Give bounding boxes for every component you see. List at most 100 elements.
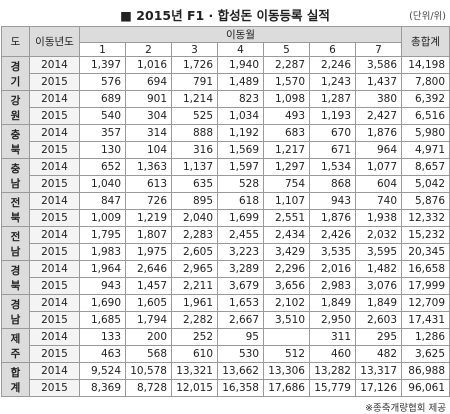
year-cell: 2014 bbox=[29, 192, 80, 210]
data-row: 2015 1,009 1,219 2,040 1,699 2,551 1,876 1,938 1… bbox=[2, 209, 450, 227]
value-cell: 1,983 bbox=[79, 243, 126, 261]
value-cell: 964 bbox=[354, 141, 403, 159]
value-cell: 689 bbox=[79, 90, 126, 108]
value-cell: 726 bbox=[125, 192, 172, 210]
value-cell: 635 bbox=[171, 175, 218, 193]
month-header: 4 bbox=[217, 42, 264, 57]
data-row: 강원 2014 689 901 1,214 823 1,098 1,287 380 6,392 bbox=[1, 90, 450, 125]
header-row: 도 이동년도 이동월 총합계 bbox=[1, 26, 450, 57]
data-row: 제주 2014 133 200 252 95 311 295 1,286 bbox=[1, 328, 450, 363]
value-cell: 540 bbox=[79, 107, 126, 125]
value-cell: 895 bbox=[171, 192, 218, 210]
value-cell bbox=[263, 328, 310, 346]
value-cell: 16,358 bbox=[217, 379, 264, 397]
value-cell: 1,938 bbox=[354, 209, 403, 227]
total-cell: 17,431 bbox=[401, 311, 450, 329]
value-cell: 1,217 bbox=[263, 141, 310, 159]
value-cell: 694 bbox=[125, 73, 172, 91]
year-cell: 2014 bbox=[29, 226, 80, 244]
data-row: 2015 1,040 613 635 528 754 868 604 5,042 bbox=[2, 175, 450, 193]
value-cell: 888 bbox=[171, 124, 218, 142]
value-cell: 2,246 bbox=[309, 56, 356, 74]
value-cell: 1,795 bbox=[79, 226, 126, 244]
value-cell: 791 bbox=[171, 73, 218, 91]
year-cell: 2015 bbox=[29, 345, 80, 363]
value-cell: 1,876 bbox=[354, 124, 403, 142]
value-cell: 1,794 bbox=[125, 311, 172, 329]
value-cell: 3,656 bbox=[263, 277, 310, 295]
region-cell: 경남 bbox=[1, 294, 30, 329]
value-cell: 1,107 bbox=[263, 192, 310, 210]
value-cell: 847 bbox=[79, 192, 126, 210]
value-cell: 95 bbox=[217, 328, 264, 346]
value-cell: 104 bbox=[125, 141, 172, 159]
value-cell: 2,965 bbox=[171, 260, 218, 278]
total-cell: 8,657 bbox=[401, 158, 450, 176]
year-cell: 2014 bbox=[29, 362, 80, 380]
value-cell: 1,699 bbox=[217, 209, 264, 227]
value-cell: 2,032 bbox=[354, 226, 403, 244]
value-cell: 9,524 bbox=[79, 362, 126, 380]
value-cell: 1,690 bbox=[79, 294, 126, 312]
value-cell: 2,983 bbox=[309, 277, 356, 295]
value-cell: 1,534 bbox=[309, 158, 356, 176]
year-cell: 2014 bbox=[29, 158, 80, 176]
value-cell: 1,363 bbox=[125, 158, 172, 176]
value-cell: 1,653 bbox=[217, 294, 264, 312]
value-cell: 1,297 bbox=[263, 158, 310, 176]
total-cell: 14,198 bbox=[401, 56, 450, 74]
data-row: 2015 130 104 316 1,569 1,217 671 964 4,971 bbox=[2, 141, 450, 159]
value-cell: 2,296 bbox=[263, 260, 310, 278]
value-cell: 1,876 bbox=[309, 209, 356, 227]
total-cell: 12,332 bbox=[401, 209, 450, 227]
total-cell: 3,625 bbox=[401, 345, 450, 363]
region-cell: 충남 bbox=[1, 158, 30, 193]
table-body: 경기 2014 1,397 1,016 1,726 1,940 2,287 2,246 3,58… bbox=[1, 56, 450, 397]
value-cell: 1,849 bbox=[309, 294, 356, 312]
value-cell: 1,964 bbox=[79, 260, 126, 278]
data-row: 경북 2014 1,964 2,646 2,965 3,289 2,296 2,016 1,48… bbox=[1, 260, 450, 295]
value-cell: 357 bbox=[79, 124, 126, 142]
value-cell: 3,679 bbox=[217, 277, 264, 295]
value-cell: 316 bbox=[171, 141, 218, 159]
data-row: 전북 2014 847 726 895 618 1,107 943 740 5,876 bbox=[1, 192, 450, 227]
year-cell: 2015 bbox=[29, 277, 80, 295]
value-cell: 671 bbox=[309, 141, 356, 159]
total-cell: 12,709 bbox=[401, 294, 450, 312]
value-cell: 1,489 bbox=[217, 73, 264, 91]
value-cell: 2,950 bbox=[309, 311, 356, 329]
value-cell: 8,728 bbox=[125, 379, 172, 397]
data-row: 전남 2014 1,795 1,807 2,283 2,455 2,434 2,426 2,03… bbox=[1, 226, 450, 261]
total-cell: 15,232 bbox=[401, 226, 450, 244]
total-cell: 96,061 bbox=[401, 379, 450, 397]
value-cell: 2,102 bbox=[263, 294, 310, 312]
value-cell: 1,287 bbox=[309, 90, 356, 108]
value-cell: 1,807 bbox=[125, 226, 172, 244]
header-cell: 이동년도 bbox=[29, 26, 80, 57]
value-cell: 482 bbox=[354, 345, 403, 363]
value-cell: 2,287 bbox=[263, 56, 310, 74]
total-cell: 7,800 bbox=[401, 73, 450, 91]
value-cell: 1,569 bbox=[217, 141, 264, 159]
value-cell: 2,040 bbox=[171, 209, 218, 227]
value-cell: 3,586 bbox=[354, 56, 403, 74]
value-cell: 304 bbox=[125, 107, 172, 125]
value-cell: 823 bbox=[217, 90, 264, 108]
region-cell: 전북 bbox=[1, 192, 30, 227]
value-cell: 1,457 bbox=[125, 277, 172, 295]
title: ■ 2015년 F1 · 합성돈 이동등록 실적 bbox=[120, 8, 330, 23]
value-cell: 200 bbox=[125, 328, 172, 346]
data-row: 2015 463 568 610 530 512 460 482 3,625 bbox=[2, 345, 450, 363]
data-row: 경남 2014 1,690 1,605 1,961 1,653 2,102 1,849 1,84… bbox=[1, 294, 450, 329]
value-cell: 463 bbox=[79, 345, 126, 363]
value-cell: 8,369 bbox=[79, 379, 126, 397]
value-cell: 618 bbox=[217, 192, 264, 210]
year-cell: 2015 bbox=[29, 175, 80, 193]
month-header: 3 bbox=[171, 42, 218, 57]
value-cell: 1,034 bbox=[217, 107, 264, 125]
value-cell: 528 bbox=[217, 175, 264, 193]
value-cell: 740 bbox=[354, 192, 403, 210]
total-cell: 6,516 bbox=[401, 107, 450, 125]
value-cell: 252 bbox=[171, 328, 218, 346]
data-row: 합계 2014 9,524 10,578 13,321 13,662 13,306 13,28… bbox=[1, 362, 450, 397]
